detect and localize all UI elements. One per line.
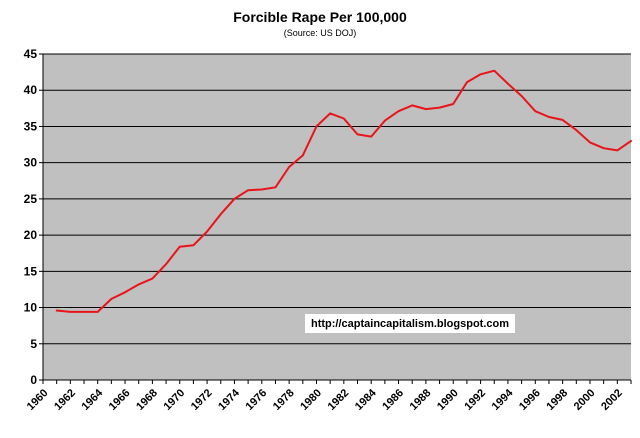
y-tick-label: 25 bbox=[24, 192, 38, 206]
chart-title: Forcible Rape Per 100,000 bbox=[233, 9, 407, 25]
x-tick-label: 1976 bbox=[244, 387, 270, 413]
x-tick-label: 1972 bbox=[189, 387, 215, 413]
x-tick-label: 1994 bbox=[490, 386, 516, 412]
x-tick-label: 1992 bbox=[462, 387, 488, 413]
x-tick-label: 1974 bbox=[216, 386, 242, 412]
x-tick-label: 1998 bbox=[544, 387, 570, 413]
x-tick-label: 1966 bbox=[107, 387, 133, 413]
y-tick-label: 5 bbox=[30, 337, 37, 351]
y-tick-label: 35 bbox=[24, 119, 38, 133]
x-tick-label: 1978 bbox=[271, 387, 297, 413]
chart-subtitle: (Source: US DOJ) bbox=[284, 28, 357, 38]
y-axis: 0 5 10 15 20 25 30 35 40 45 bbox=[24, 47, 44, 387]
x-tick-label: 1986 bbox=[380, 387, 406, 413]
x-tick-label: 1982 bbox=[326, 387, 352, 413]
y-tick-label: 20 bbox=[24, 228, 38, 242]
x-axis: 1960 1962 1964 1966 1968 1970 1972 1974 1976 1978… bbox=[25, 379, 632, 413]
x-tick-label: 1962 bbox=[52, 387, 78, 413]
x-tick-label: 2000 bbox=[572, 387, 598, 413]
x-tick-label: 1980 bbox=[298, 387, 324, 413]
y-tick-label: 0 bbox=[30, 373, 37, 387]
x-tick-label: 1960 bbox=[25, 387, 51, 413]
x-tick-label: 1970 bbox=[162, 387, 188, 413]
x-tick-label: 1964 bbox=[79, 386, 105, 412]
x-tick-label: 2002 bbox=[599, 387, 625, 413]
x-tick-label: 1996 bbox=[517, 387, 543, 413]
watermark-box bbox=[305, 314, 515, 333]
series-line bbox=[55, 69, 632, 313]
y-tick-label: 40 bbox=[24, 83, 38, 97]
y-tick-label: 30 bbox=[24, 156, 38, 170]
y-tick-label: 15 bbox=[24, 264, 38, 278]
x-tick-label: 1984 bbox=[353, 386, 379, 412]
x-tick-label: 1988 bbox=[408, 387, 434, 413]
series-layer bbox=[55, 69, 632, 313]
gridlines bbox=[43, 53, 631, 345]
x-tick-label: 1968 bbox=[134, 387, 160, 413]
watermark-text: http://captaincapitalism.blogspot.com bbox=[311, 318, 509, 330]
y-tick-label: 45 bbox=[24, 47, 38, 61]
y-tick-label: 10 bbox=[24, 301, 38, 315]
x-tick-label: 1990 bbox=[435, 387, 461, 413]
watermark: http://captaincapitalism.blogspot.com bbox=[305, 314, 515, 333]
